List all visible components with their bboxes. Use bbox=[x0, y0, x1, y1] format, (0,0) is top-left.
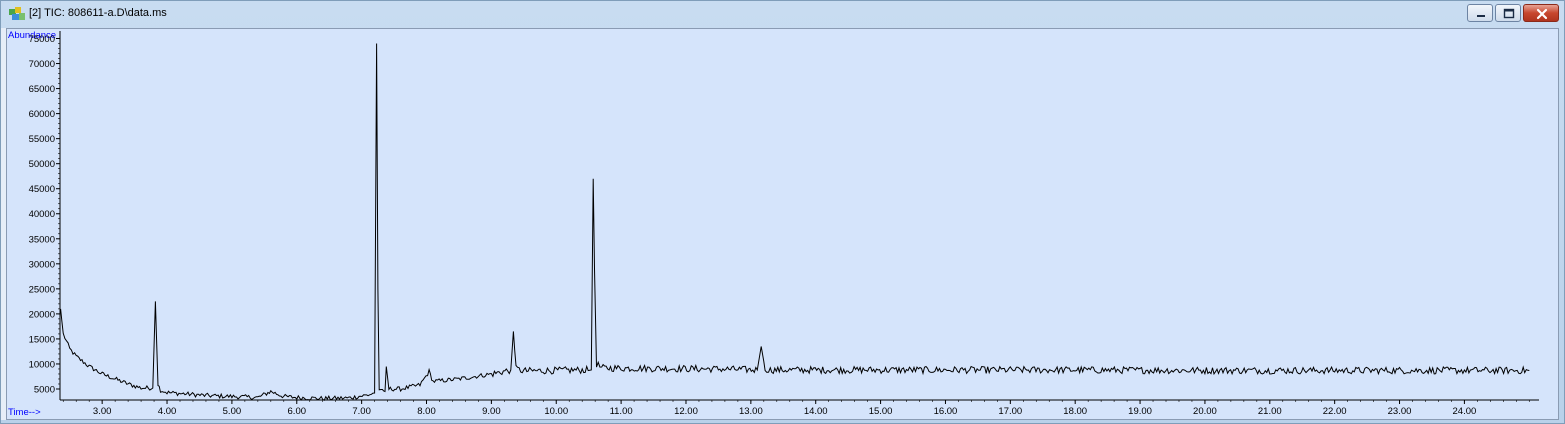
tic-trace-0 bbox=[60, 43, 1530, 402]
maximize-button[interactable] bbox=[1495, 4, 1521, 22]
y-tick-label: 15000 bbox=[29, 334, 55, 345]
x-tick-label: 11.00 bbox=[610, 406, 633, 417]
y-tick-label: 5000 bbox=[34, 384, 55, 395]
x-tick-label: 13.00 bbox=[739, 406, 763, 417]
chromatogram-app-icon bbox=[9, 7, 25, 20]
y-tick-label: 45000 bbox=[29, 184, 55, 195]
x-tick-label: 15.00 bbox=[869, 406, 893, 417]
y-tick-label: 35000 bbox=[29, 234, 55, 245]
x-tick-label: 4.00 bbox=[158, 406, 177, 417]
x-tick-label: 6.00 bbox=[288, 406, 307, 417]
y-tick-label: 75000 bbox=[29, 34, 55, 45]
close-button[interactable] bbox=[1523, 4, 1559, 22]
x-tick-label: 7.00 bbox=[352, 406, 371, 417]
y-tick-label: 20000 bbox=[29, 309, 55, 320]
x-tick-label: 12.00 bbox=[674, 406, 698, 417]
left-edge-strip bbox=[1, 28, 6, 420]
x-tick-label: 20.00 bbox=[1193, 406, 1217, 417]
x-tick-label: 22.00 bbox=[1323, 406, 1347, 417]
minimize-icon bbox=[1477, 15, 1485, 17]
x-axis-title: Time--> bbox=[8, 407, 41, 418]
x-tick-label: 18.00 bbox=[1063, 406, 1087, 417]
y-tick-label: 25000 bbox=[29, 284, 55, 295]
x-tick-label: 9.00 bbox=[482, 406, 501, 417]
y-tick-label: 65000 bbox=[29, 84, 55, 95]
minimize-button[interactable] bbox=[1467, 4, 1493, 22]
x-tick-label: 16.00 bbox=[934, 406, 958, 417]
maximize-icon bbox=[1503, 8, 1515, 19]
y-tick-label: 55000 bbox=[29, 134, 55, 145]
y-tick-label: 40000 bbox=[29, 209, 55, 220]
y-tick-label: 60000 bbox=[29, 109, 55, 120]
y-tick-label: 50000 bbox=[29, 159, 55, 170]
y-tick-label: 70000 bbox=[29, 59, 55, 70]
window-title: [2] TIC: 808611-a.D\data.ms bbox=[29, 7, 167, 19]
title-bar[interactable]: [2] TIC: 808611-a.D\data.ms bbox=[1, 1, 1564, 27]
x-tick-label: 14.00 bbox=[804, 406, 828, 417]
x-tick-label: 5.00 bbox=[223, 406, 242, 417]
close-icon bbox=[1536, 8, 1548, 20]
x-tick-label: 19.00 bbox=[1128, 406, 1152, 417]
y-tick-label: 10000 bbox=[29, 359, 55, 370]
chromatogram-plot[interactable]: Abundance Time--> 5000 10000 15000 20000 25000… bbox=[6, 28, 1559, 420]
x-tick-label: 3.00 bbox=[93, 406, 112, 417]
x-tick-label: 21.00 bbox=[1258, 406, 1282, 417]
x-tick-label: 10.00 bbox=[544, 406, 568, 417]
y-tick-label: 30000 bbox=[29, 259, 55, 270]
x-tick-label: 24.00 bbox=[1453, 406, 1477, 417]
x-tick-label: 8.00 bbox=[417, 406, 436, 417]
chart-svg: Abundance Time--> 5000 10000 15000 20000 25000… bbox=[8, 30, 1539, 418]
y-axis-title: Abundance bbox=[8, 30, 56, 41]
x-tick-label: 17.00 bbox=[998, 406, 1022, 417]
x-tick-label: 23.00 bbox=[1388, 406, 1412, 417]
